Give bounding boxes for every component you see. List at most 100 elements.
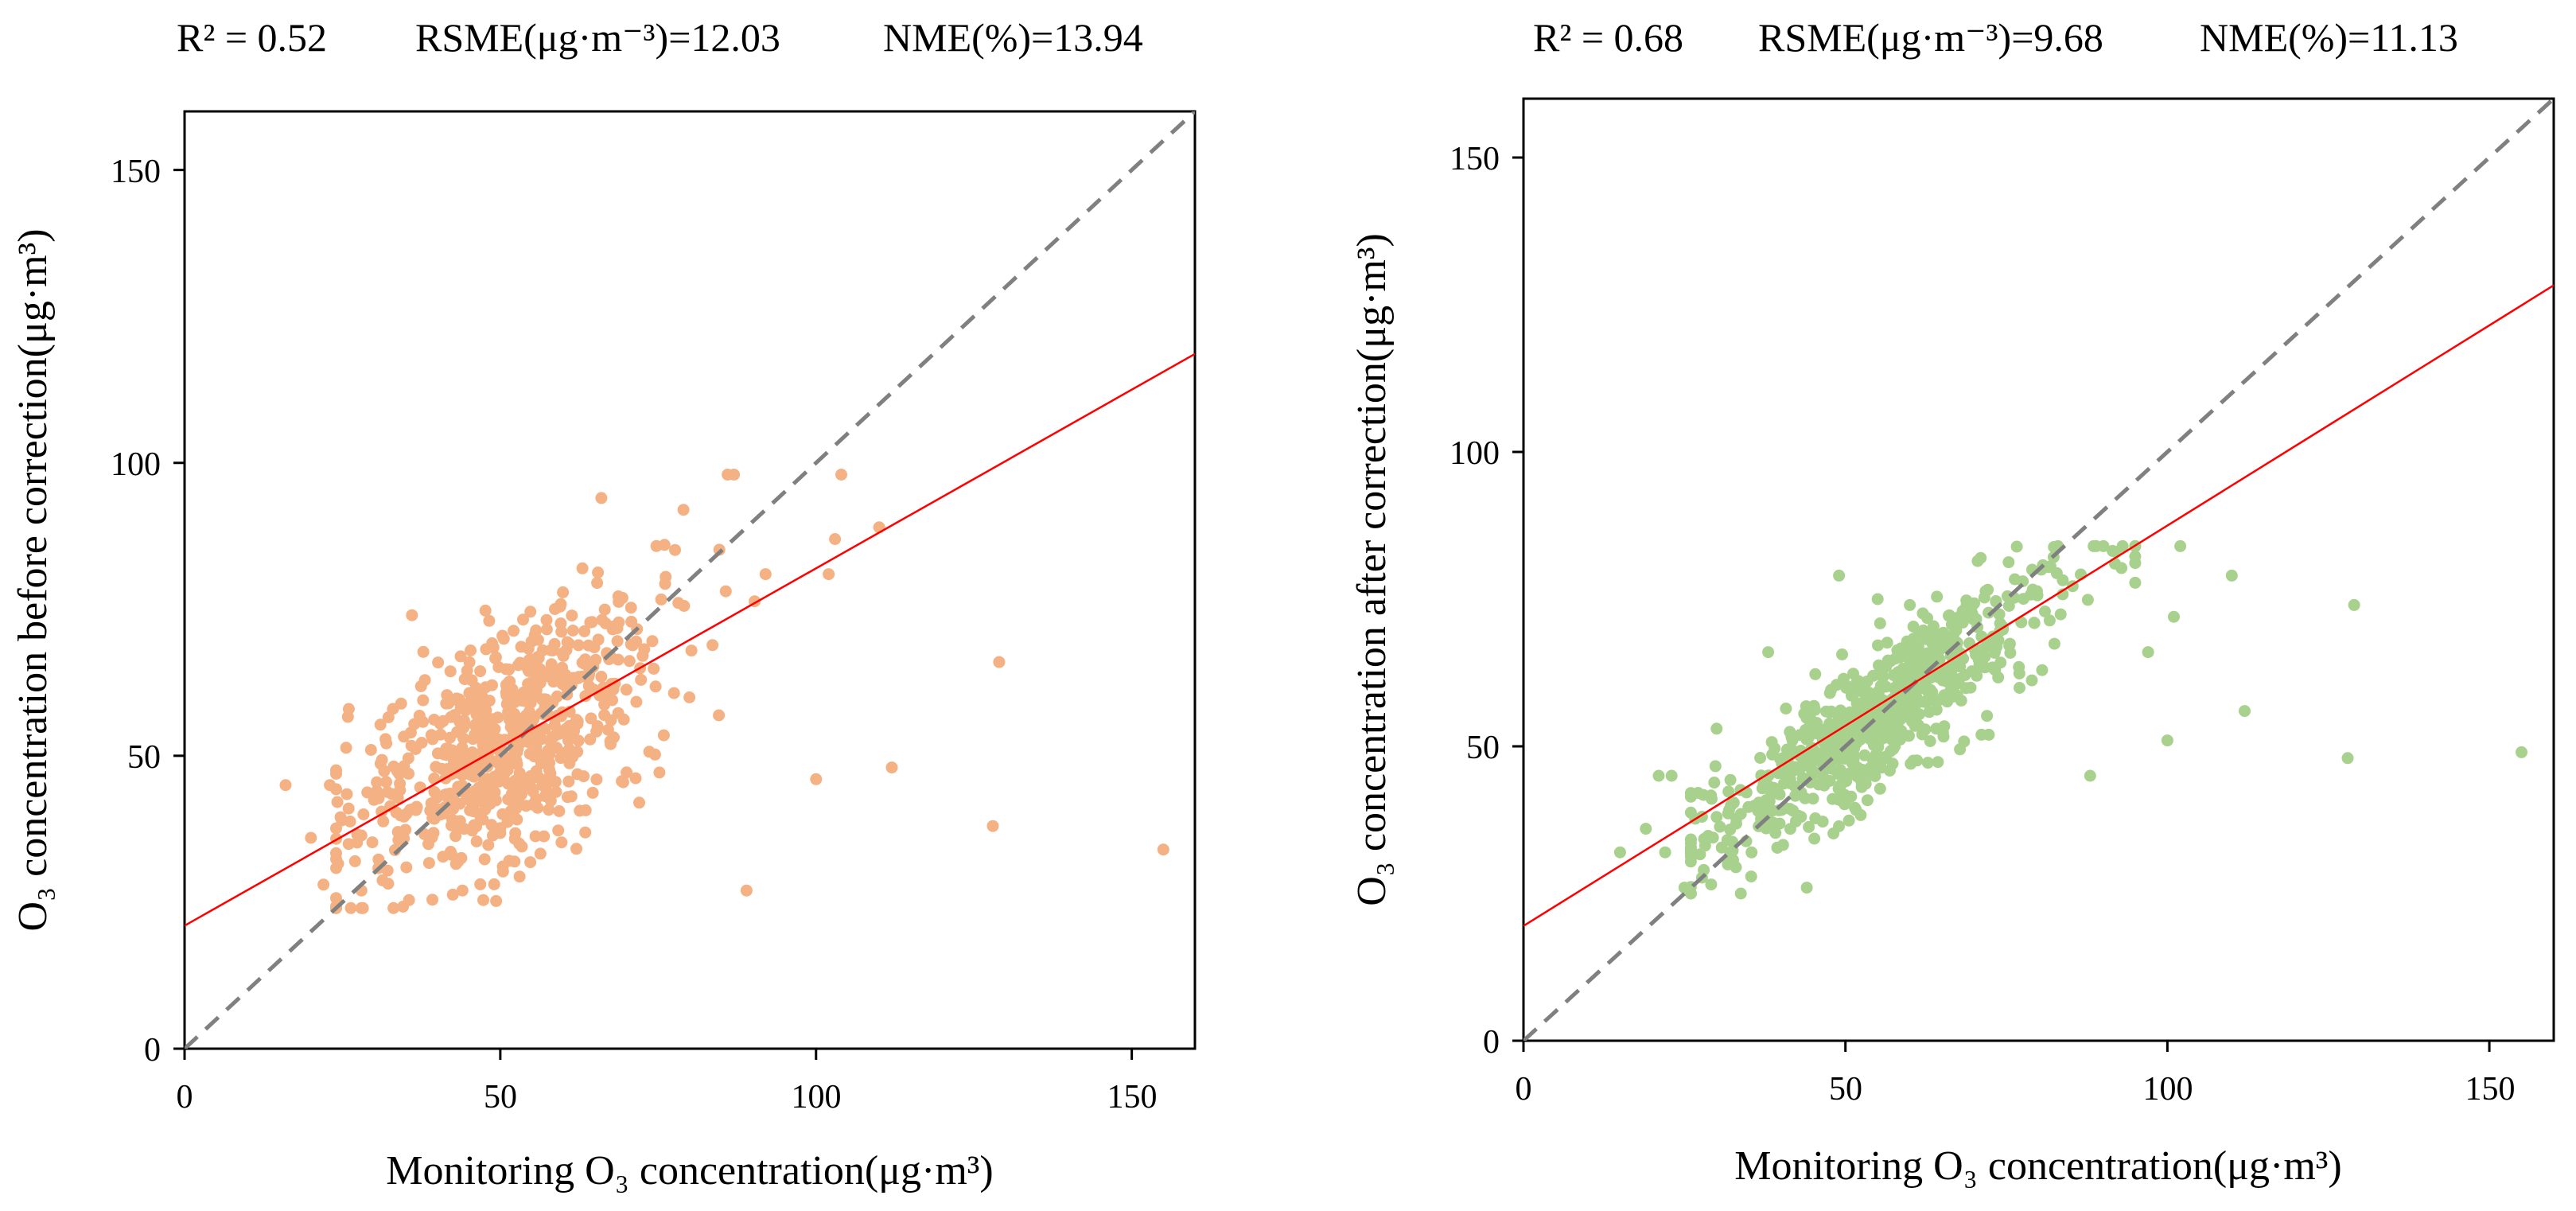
data-point (458, 823, 470, 835)
data-point (2225, 569, 2238, 582)
data-point (1789, 789, 1802, 802)
data-point (561, 636, 574, 648)
data-point (454, 650, 467, 663)
data-point (740, 884, 753, 897)
data-point (1714, 820, 1726, 833)
rmse-label: RSME(μg·m⁻³)=12.03 (415, 15, 780, 60)
data-point (366, 836, 379, 849)
data-point (406, 609, 418, 621)
data-point (509, 774, 522, 787)
data-point (625, 602, 637, 614)
data-point (669, 543, 681, 556)
data-point (540, 623, 553, 636)
data-point (1757, 803, 1769, 816)
data-point (2014, 682, 2025, 694)
data-point (1923, 687, 1936, 700)
data-point (505, 717, 518, 730)
data-point (552, 824, 565, 837)
data-point (508, 855, 521, 868)
data-point (1872, 687, 1885, 700)
axis-ticks (173, 169, 1134, 1060)
data-point (483, 695, 496, 707)
data-point (595, 492, 608, 504)
data-point (1978, 591, 1990, 604)
data-point (829, 533, 842, 545)
y-tick-label: 0 (144, 1032, 161, 1069)
data-point (474, 878, 487, 890)
data-point (635, 673, 648, 686)
data-point (1910, 691, 1923, 703)
data-point (2142, 646, 2154, 659)
data-point (483, 614, 496, 627)
data-point (588, 641, 601, 654)
data-point (1874, 617, 1886, 629)
data-point (1930, 703, 1943, 716)
data-point (1904, 598, 1916, 611)
data-point (557, 649, 570, 662)
r2-label: R² = 0.52 (177, 15, 327, 60)
data-point (1872, 639, 1884, 652)
data-point (555, 625, 568, 638)
data-point (508, 625, 520, 637)
data-point (543, 804, 555, 816)
data-point (1799, 792, 1811, 804)
data-point (410, 804, 422, 816)
data-point (1947, 628, 1959, 641)
data-point (667, 687, 680, 699)
data-point (1957, 652, 1970, 665)
data-point (1874, 782, 1886, 795)
data-point (340, 742, 352, 754)
data-point (1613, 846, 1626, 859)
data-point (2003, 637, 2016, 650)
data-point (1684, 855, 1697, 868)
data-point (2109, 557, 2121, 570)
data-point (1822, 740, 1835, 753)
data-point (835, 469, 847, 481)
data-point (759, 568, 772, 581)
data-point (1932, 756, 1944, 769)
data-point (653, 766, 666, 779)
y-tick-label: 150 (111, 154, 161, 190)
data-point (659, 578, 671, 590)
data-point (572, 639, 585, 652)
data-point (1659, 846, 1671, 859)
data-point (387, 760, 400, 773)
data-point (1956, 616, 1969, 629)
data-point (1843, 814, 1855, 827)
data-point (394, 809, 407, 822)
data-point (456, 769, 469, 781)
y-tick-label: 50 (127, 739, 161, 776)
data-point (1983, 606, 1995, 619)
data-point (1808, 832, 1821, 845)
data-point (331, 796, 344, 808)
data-point (457, 732, 470, 745)
y-tick-label: 150 (1449, 141, 1500, 177)
data-point (1990, 641, 2003, 653)
data-point (1652, 769, 1665, 782)
data-point (1946, 691, 1959, 703)
data-point (1885, 715, 1898, 727)
data-point (1975, 551, 1987, 564)
data-point (502, 793, 515, 806)
data-point (555, 836, 568, 849)
data-point (625, 638, 637, 651)
data-point (591, 577, 604, 590)
data-point (513, 870, 526, 883)
scatter-panel-after-correction: R² = 0.68 RSME(μg·m⁻³)=9.68 NME(%)=11.13… (1349, 15, 2555, 1189)
data-point (371, 776, 383, 789)
data-point (1694, 848, 1706, 861)
data-point (524, 856, 537, 869)
data-point (616, 591, 628, 604)
data-point (441, 689, 453, 702)
data-point (2039, 606, 2051, 617)
data-point (549, 776, 562, 789)
data-point (376, 753, 388, 766)
data-point (471, 795, 484, 808)
data-point (334, 811, 347, 824)
data-point (544, 794, 557, 807)
data-point (387, 901, 400, 914)
data-point (467, 733, 479, 746)
data-point (1979, 661, 1991, 674)
data-point (355, 901, 368, 914)
one-to-one-reference-line (185, 111, 1195, 1049)
